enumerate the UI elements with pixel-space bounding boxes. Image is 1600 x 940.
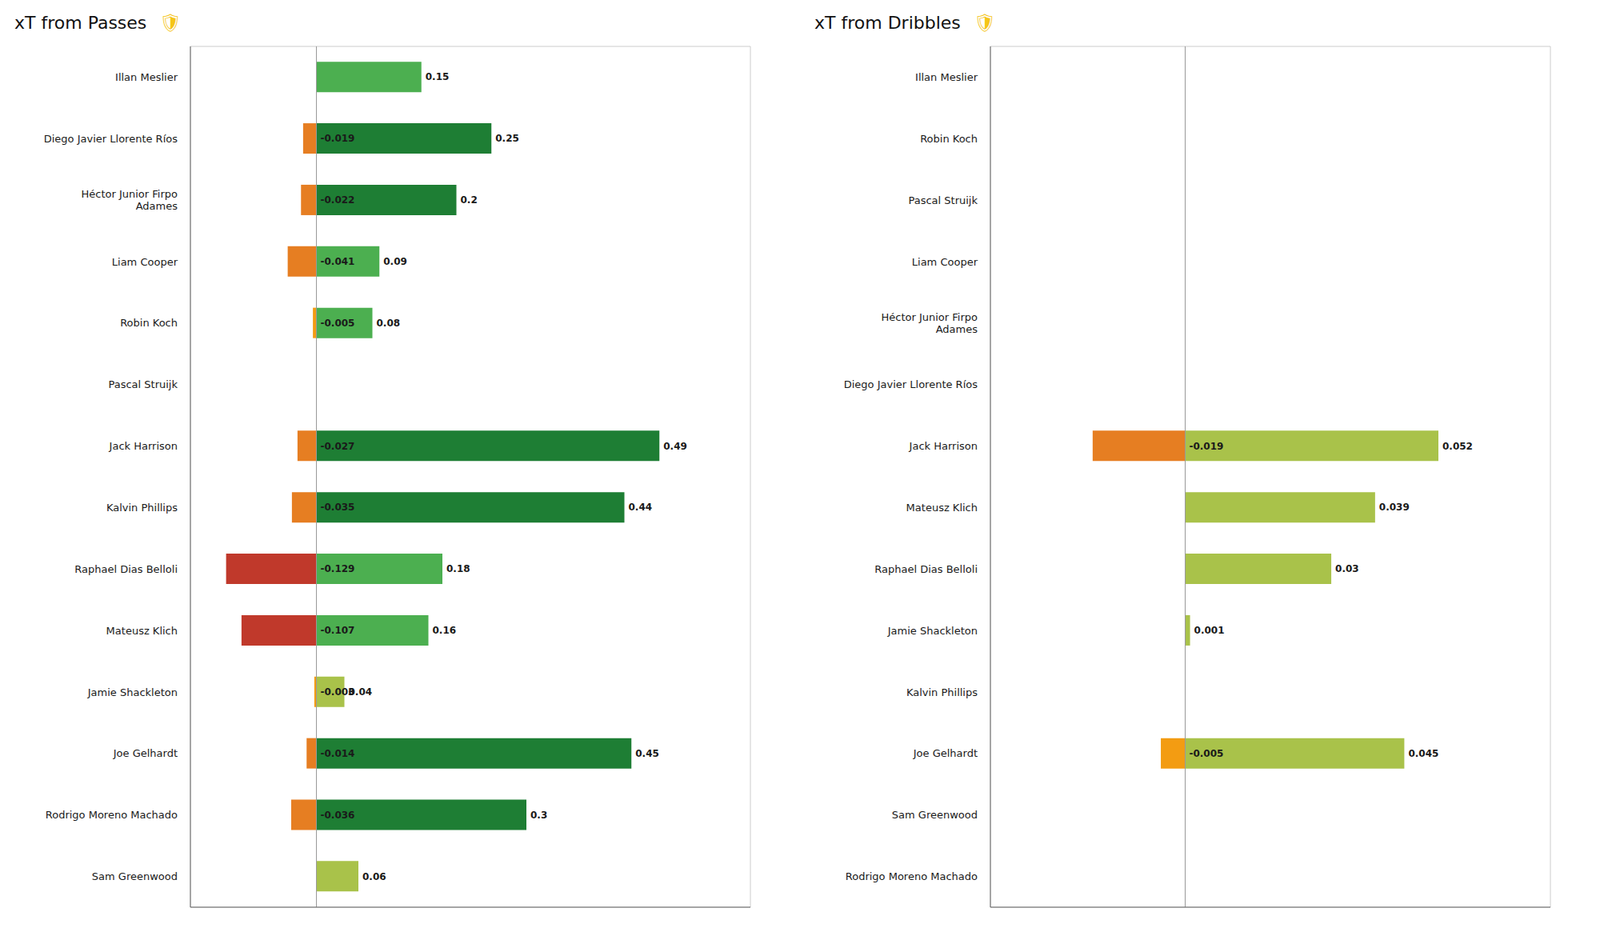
svg-text:0.45: 0.45 xyxy=(635,748,660,760)
svg-text:Illan Meslier: Illan Meslier xyxy=(115,71,179,84)
svg-text:0.045: 0.045 xyxy=(1408,748,1439,760)
svg-text:Illan Meslier: Illan Meslier xyxy=(915,71,979,84)
svg-text:Raphael Dias Belloli: Raphael Dias Belloli xyxy=(74,563,178,576)
svg-text:-0.027: -0.027 xyxy=(320,440,356,452)
svg-text:Joe Gelhardt: Joe Gelhardt xyxy=(912,747,978,760)
svg-text:Jamie Shackleton: Jamie Shackleton xyxy=(887,624,978,637)
svg-text:0.2: 0.2 xyxy=(460,194,478,206)
svg-text:-0.005: -0.005 xyxy=(320,317,356,329)
svg-text:0.16: 0.16 xyxy=(432,624,457,636)
svg-text:Sam Greenwood: Sam Greenwood xyxy=(92,870,178,883)
svg-text:Mateusz Klich: Mateusz Klich xyxy=(106,624,178,637)
svg-text:Rodrigo Moreno Machado: Rodrigo Moreno Machado xyxy=(845,870,978,883)
svg-text:Rodrigo Moreno Machado: Rodrigo Moreno Machado xyxy=(45,808,178,821)
svg-text:Liam Cooper: Liam Cooper xyxy=(912,256,979,268)
svg-text:Pascal Struijk: Pascal Struijk xyxy=(108,378,178,391)
svg-text:-0.022: -0.022 xyxy=(320,194,356,206)
svg-text:Sam Greenwood: Sam Greenwood xyxy=(892,808,978,821)
svg-text:0.25: 0.25 xyxy=(495,132,520,144)
svg-text:0.03: 0.03 xyxy=(1335,563,1360,575)
svg-text:Liam Cooper: Liam Cooper xyxy=(112,256,179,268)
svg-text:Joe Gelhardt: Joe Gelhardt xyxy=(112,747,178,760)
svg-text:-0.107: -0.107 xyxy=(320,624,356,636)
svg-text:Mateusz Klich: Mateusz Klich xyxy=(906,501,978,514)
svg-text:-0.019: -0.019 xyxy=(320,132,356,144)
svg-text:Héctor Junior FirpoAdames: Héctor Junior FirpoAdames xyxy=(81,188,179,213)
svg-text:-0.041: -0.041 xyxy=(320,256,356,268)
svg-text:Jack Harrison: Jack Harrison xyxy=(108,440,178,452)
html-text:xT from Dribbles: xT from Dribbles xyxy=(814,12,961,33)
svg-text:Diego Javier Llorente Ríos: Diego Javier Llorente Ríos xyxy=(844,378,978,391)
svg-text:0.06: 0.06 xyxy=(362,871,387,883)
svg-text:-0.019: -0.019 xyxy=(1188,440,1224,452)
svg-text:Kalvin Phillips: Kalvin Phillips xyxy=(106,501,178,514)
svg-text:0.3: 0.3 xyxy=(530,809,548,821)
svg-text:Pascal Struijk: Pascal Struijk xyxy=(908,194,978,207)
svg-text:0.039: 0.039 xyxy=(1379,501,1410,513)
svg-text:-0.003: -0.003 xyxy=(320,686,355,698)
svg-text:-0.005: -0.005 xyxy=(1188,748,1224,760)
svg-text:-0.014: -0.014 xyxy=(320,748,356,760)
svg-text:-0.036: -0.036 xyxy=(320,809,356,821)
svg-text:-0.129: -0.129 xyxy=(320,563,356,575)
svg-text:0.15: 0.15 xyxy=(425,71,450,83)
svg-text:-0.035: -0.035 xyxy=(320,501,356,513)
svg-text:0.001: 0.001 xyxy=(1194,624,1225,636)
svg-text:0.04: 0.04 xyxy=(348,686,373,698)
svg-text:0.09: 0.09 xyxy=(383,256,408,268)
svg-text:Raphael Dias Belloli: Raphael Dias Belloli xyxy=(874,563,978,576)
svg-text:0.18: 0.18 xyxy=(446,563,471,575)
svg-text:0.49: 0.49 xyxy=(663,440,688,452)
svg-text:Jack Harrison: Jack Harrison xyxy=(908,440,978,452)
svg-text:Héctor Junior FirpoAdames: Héctor Junior FirpoAdames xyxy=(881,311,979,336)
svg-text:Jamie Shackleton: Jamie Shackleton xyxy=(87,686,178,699)
svg-text:Kalvin Phillips: Kalvin Phillips xyxy=(906,686,978,699)
svg-text:0.052: 0.052 xyxy=(1442,440,1473,452)
svg-text:Robin Koch: Robin Koch xyxy=(120,316,178,329)
svg-text:0.08: 0.08 xyxy=(376,317,401,329)
svg-text:0.44: 0.44 xyxy=(628,501,653,513)
svg-text:Diego Javier Llorente Ríos: Diego Javier Llorente Ríos xyxy=(44,132,178,145)
html-text:xT from Passes: xT from Passes xyxy=(14,12,147,33)
svg-text:Robin Koch: Robin Koch xyxy=(920,132,978,145)
